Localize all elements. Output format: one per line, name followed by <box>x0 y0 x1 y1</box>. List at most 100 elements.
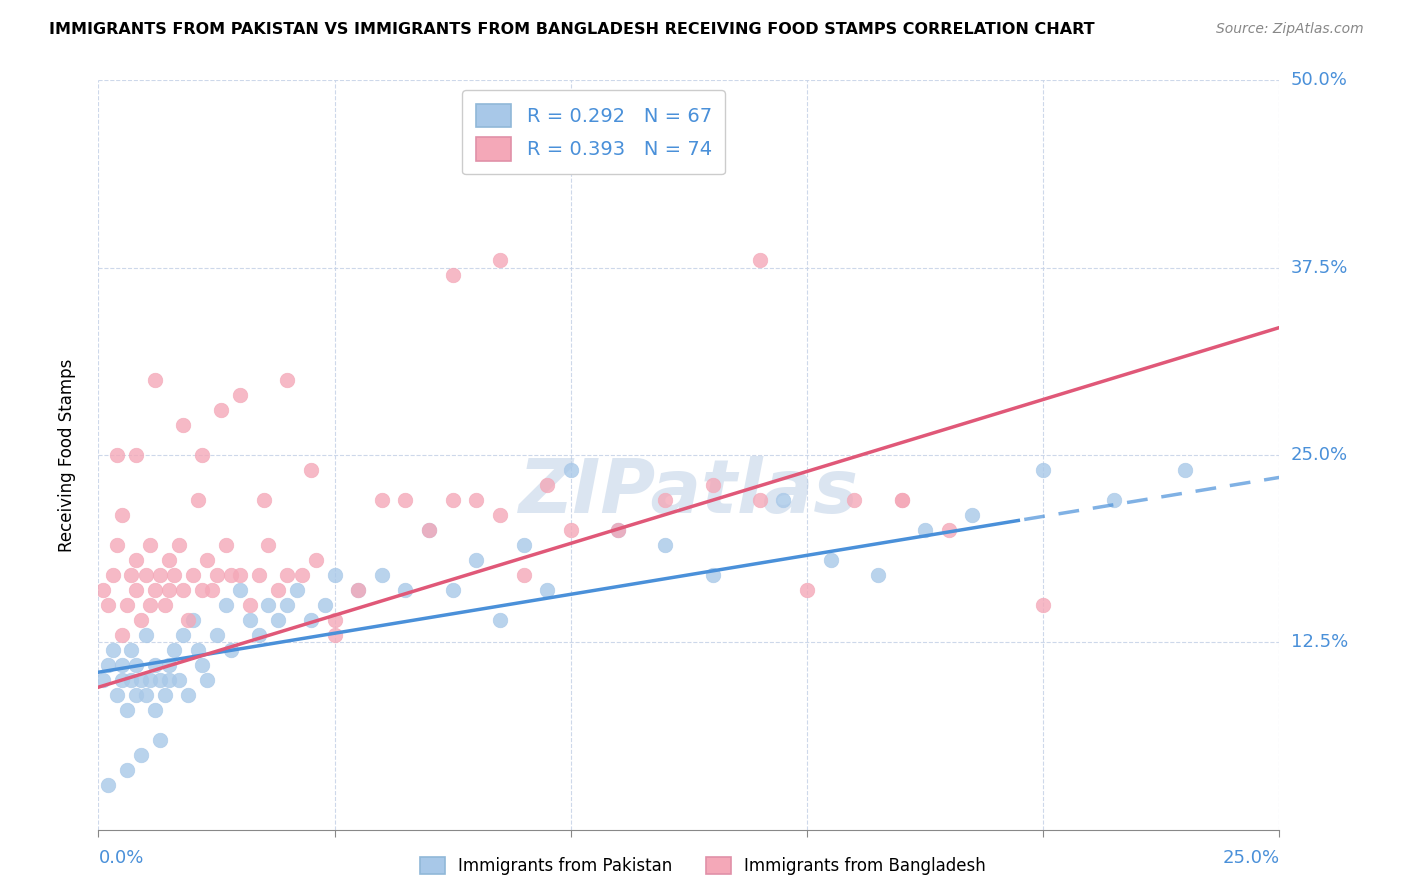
Point <box>962 508 984 522</box>
Point <box>239 613 262 627</box>
Point <box>209 403 232 417</box>
Point <box>219 567 242 582</box>
Point <box>219 642 242 657</box>
Point <box>607 523 630 537</box>
Point <box>702 567 724 582</box>
Point <box>1032 598 1054 612</box>
Point <box>191 582 214 597</box>
Point <box>181 613 204 627</box>
Point <box>205 567 228 582</box>
Point <box>125 582 148 597</box>
Point <box>125 553 148 567</box>
Point <box>135 628 157 642</box>
Point <box>229 388 252 402</box>
Point <box>139 538 162 552</box>
Point <box>844 492 866 507</box>
Point <box>143 703 166 717</box>
Point <box>914 523 936 537</box>
Point <box>247 628 270 642</box>
Point <box>121 567 143 582</box>
Point <box>115 763 138 777</box>
Point <box>157 582 180 597</box>
Point <box>229 567 252 582</box>
Point <box>143 582 166 597</box>
Point <box>157 673 180 687</box>
Point <box>191 448 214 462</box>
Point <box>371 492 394 507</box>
Point <box>371 567 394 582</box>
Point <box>536 582 558 597</box>
Point <box>257 538 280 552</box>
Point <box>153 688 176 702</box>
Point <box>157 657 180 672</box>
Point <box>276 598 298 612</box>
Point <box>172 417 194 432</box>
Point <box>215 598 238 612</box>
Point <box>607 523 630 537</box>
Point <box>347 582 370 597</box>
Point <box>139 598 162 612</box>
Point <box>163 567 186 582</box>
Point <box>195 553 218 567</box>
Point <box>97 598 120 612</box>
Point <box>149 567 172 582</box>
Legend: Immigrants from Pakistan, Immigrants from Bangladesh: Immigrants from Pakistan, Immigrants fro… <box>412 849 994 884</box>
Point <box>418 523 440 537</box>
Text: 50.0%: 50.0% <box>1291 71 1347 89</box>
Point <box>201 582 224 597</box>
Point <box>111 628 134 642</box>
Point <box>97 778 120 792</box>
Point <box>121 673 143 687</box>
Point <box>441 582 464 597</box>
Point <box>111 657 134 672</box>
Point <box>285 582 308 597</box>
Point <box>239 598 262 612</box>
Point <box>135 567 157 582</box>
Text: 0.0%: 0.0% <box>98 849 143 867</box>
Text: 37.5%: 37.5% <box>1291 259 1348 277</box>
Point <box>247 567 270 582</box>
Point <box>560 463 582 477</box>
Point <box>91 582 114 597</box>
Point <box>97 657 120 672</box>
Point <box>394 492 416 507</box>
Point <box>267 613 290 627</box>
Point <box>172 628 194 642</box>
Point <box>181 567 204 582</box>
Point <box>125 657 148 672</box>
Point <box>347 582 370 597</box>
Point <box>167 538 190 552</box>
Point <box>465 553 488 567</box>
Point <box>153 598 176 612</box>
Point <box>489 613 512 627</box>
Point <box>267 582 290 597</box>
Point <box>394 582 416 597</box>
Point <box>105 688 128 702</box>
Point <box>177 688 200 702</box>
Point <box>149 732 172 747</box>
Point <box>441 268 464 282</box>
Point <box>323 628 346 642</box>
Point <box>305 553 328 567</box>
Point <box>820 553 842 567</box>
Point <box>139 673 162 687</box>
Point <box>560 523 582 537</box>
Text: ZIPatlas: ZIPatlas <box>519 456 859 529</box>
Point <box>654 492 676 507</box>
Point <box>167 673 190 687</box>
Point <box>111 673 134 687</box>
Y-axis label: Receiving Food Stamps: Receiving Food Stamps <box>58 359 76 551</box>
Point <box>101 642 124 657</box>
Point <box>105 538 128 552</box>
Point <box>172 582 194 597</box>
Point <box>489 253 512 268</box>
Text: Source: ZipAtlas.com: Source: ZipAtlas.com <box>1216 22 1364 37</box>
Point <box>115 703 138 717</box>
Legend: R = 0.292   N = 67, R = 0.393   N = 74: R = 0.292 N = 67, R = 0.393 N = 74 <box>463 90 725 175</box>
Point <box>129 747 152 762</box>
Point <box>215 538 238 552</box>
Point <box>323 613 346 627</box>
Point <box>125 448 148 462</box>
Point <box>177 613 200 627</box>
Point <box>276 567 298 582</box>
